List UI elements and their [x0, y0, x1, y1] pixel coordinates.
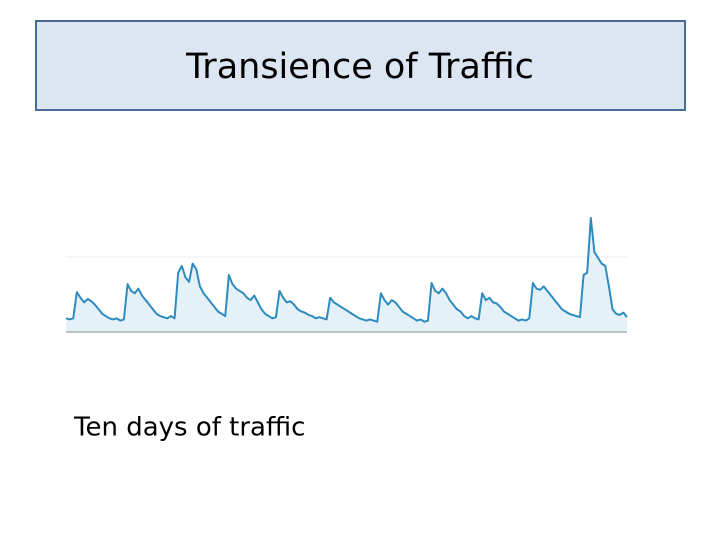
- title-box: [35, 20, 686, 111]
- caption: Ten days of traffic: [73, 413, 305, 443]
- traffic-line: [65, 217, 628, 323]
- area-fill: [66, 218, 627, 332]
- slide-title: Transience of Traffic: [185, 47, 534, 87]
